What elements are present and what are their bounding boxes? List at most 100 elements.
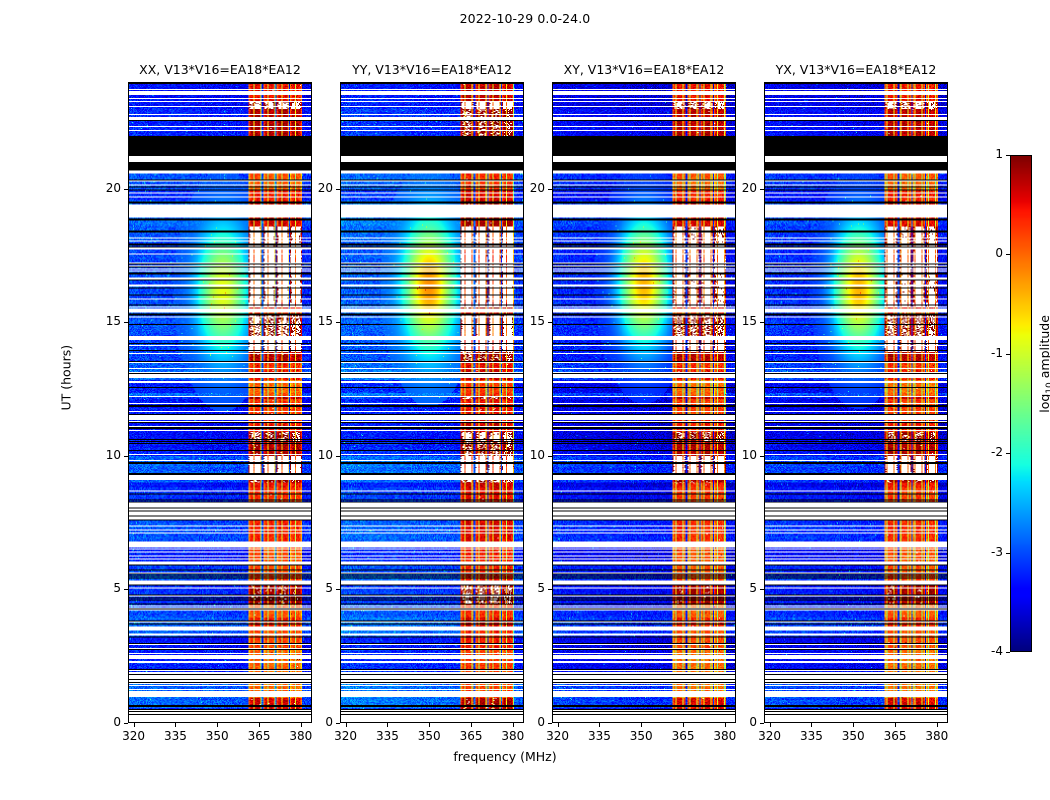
- x-tick-mark: [811, 723, 812, 727]
- waterfall-panel-xy[interactable]: [552, 82, 736, 723]
- x-tick-label: 350: [629, 729, 653, 743]
- x-tick-label: 335: [163, 729, 187, 743]
- waterfall-panel-yx[interactable]: [764, 82, 948, 723]
- x-tick-mark: [471, 723, 472, 727]
- x-tick-mark: [429, 723, 430, 727]
- y-tick-mark: [760, 322, 764, 323]
- colorbar-tick-mark: [1006, 254, 1010, 255]
- panel-title-xx: XX, V13*V16=EA18*EA12: [139, 62, 301, 77]
- y-tick-mark: [124, 723, 128, 724]
- x-tick-label: 335: [587, 729, 611, 743]
- y-tick-label: 15: [529, 314, 545, 329]
- colorbar-tick-mark: [1006, 155, 1010, 156]
- y-tick-label: 10: [105, 447, 121, 462]
- y-tick-mark: [124, 589, 128, 590]
- y-tick-mark: [336, 189, 340, 190]
- x-tick-mark: [134, 723, 135, 727]
- x-tick-label: 365: [883, 729, 907, 743]
- y-tick-mark: [124, 189, 128, 190]
- y-tick-label: 15: [105, 314, 121, 329]
- colorbar-label: log10 amplitude: [1037, 314, 1050, 413]
- panel-title-xy: XY, V13*V16=EA18*EA12: [563, 62, 725, 77]
- y-tick-label: 0: [537, 715, 545, 729]
- y-tick-label: 20: [317, 180, 333, 195]
- x-tick-mark: [259, 723, 260, 727]
- figure-suptitle: 2022-10-29 0.0-24.0: [459, 11, 591, 26]
- y-tick-mark: [548, 589, 552, 590]
- x-tick-label: 320: [546, 729, 570, 743]
- y-tick-mark: [760, 723, 764, 724]
- x-tick-mark: [175, 723, 176, 727]
- y-tick-mark: [336, 723, 340, 724]
- x-tick-mark: [217, 723, 218, 727]
- y-tick-label: 20: [529, 180, 545, 195]
- colorbar-tick-label: -3: [991, 544, 1003, 559]
- x-tick-mark: [558, 723, 559, 727]
- x-tick-label: 335: [799, 729, 823, 743]
- x-tick-mark: [895, 723, 896, 727]
- y-tick-label: 5: [537, 581, 545, 596]
- x-tick-mark: [770, 723, 771, 727]
- x-tick-label: 380: [289, 729, 313, 743]
- colorbar-tick-label: -4: [991, 644, 1003, 658]
- y-tick-label: 10: [741, 447, 757, 462]
- y-tick-label: 10: [529, 447, 545, 462]
- x-tick-mark: [641, 723, 642, 727]
- x-tick-label: 365: [459, 729, 483, 743]
- x-tick-mark: [937, 723, 938, 727]
- y-tick-mark: [336, 589, 340, 590]
- y-tick-label: 15: [317, 314, 333, 329]
- y-tick-label: 10: [317, 447, 333, 462]
- y-tick-mark: [548, 723, 552, 724]
- y-tick-mark: [548, 456, 552, 457]
- colorbar-tick-label: -1: [991, 345, 1003, 360]
- waterfall-panel-yy[interactable]: [340, 82, 524, 723]
- y-tick-mark: [760, 456, 764, 457]
- y-tick-label: 0: [113, 715, 121, 729]
- y-tick-label: 5: [749, 581, 757, 596]
- y-tick-mark: [336, 322, 340, 323]
- y-tick-label: 5: [325, 581, 333, 596]
- x-tick-mark: [683, 723, 684, 727]
- x-tick-label: 350: [205, 729, 229, 743]
- x-tick-mark: [301, 723, 302, 727]
- y-tick-mark: [336, 456, 340, 457]
- colorbar-tick-mark: [1006, 652, 1010, 653]
- colorbar-tick-mark: [1006, 354, 1010, 355]
- x-tick-mark: [725, 723, 726, 727]
- y-tick-label: 0: [749, 715, 757, 729]
- x-tick-mark: [387, 723, 388, 727]
- colorbar-tick-mark: [1006, 453, 1010, 454]
- y-tick-mark: [548, 322, 552, 323]
- x-tick-label: 380: [501, 729, 525, 743]
- y-tick-mark: [124, 322, 128, 323]
- y-tick-label: 20: [741, 180, 757, 195]
- x-tick-mark: [853, 723, 854, 727]
- x-tick-label: 320: [758, 729, 782, 743]
- colorbar-tick-label: 1: [995, 147, 1003, 161]
- y-tick-label: 0: [325, 715, 333, 729]
- x-tick-mark: [599, 723, 600, 727]
- x-tick-label: 365: [247, 729, 271, 743]
- x-tick-label: 365: [671, 729, 695, 743]
- waterfall-panel-xx[interactable]: [128, 82, 312, 723]
- colorbar-tick-mark: [1006, 553, 1010, 554]
- panel-title-yy: YY, V13*V16=EA18*EA12: [352, 62, 512, 77]
- x-tick-mark: [513, 723, 514, 727]
- x-tick-label: 320: [122, 729, 146, 743]
- colorbar-tick-label: -2: [991, 445, 1003, 460]
- y-axis-label: UT (hours): [58, 344, 74, 410]
- x-tick-label: 380: [713, 729, 737, 743]
- colorbar-tick-label: 0: [995, 246, 1003, 261]
- panel-title-yx: YX, V13*V16=EA18*EA12: [775, 62, 937, 77]
- colorbar[interactable]: [1010, 155, 1032, 652]
- y-tick-label: 15: [741, 314, 757, 329]
- y-tick-mark: [760, 589, 764, 590]
- y-tick-mark: [124, 456, 128, 457]
- y-tick-label: 5: [113, 581, 121, 596]
- y-tick-mark: [760, 189, 764, 190]
- y-tick-label: 20: [105, 180, 121, 195]
- x-tick-mark: [346, 723, 347, 727]
- x-tick-label: 320: [334, 729, 358, 743]
